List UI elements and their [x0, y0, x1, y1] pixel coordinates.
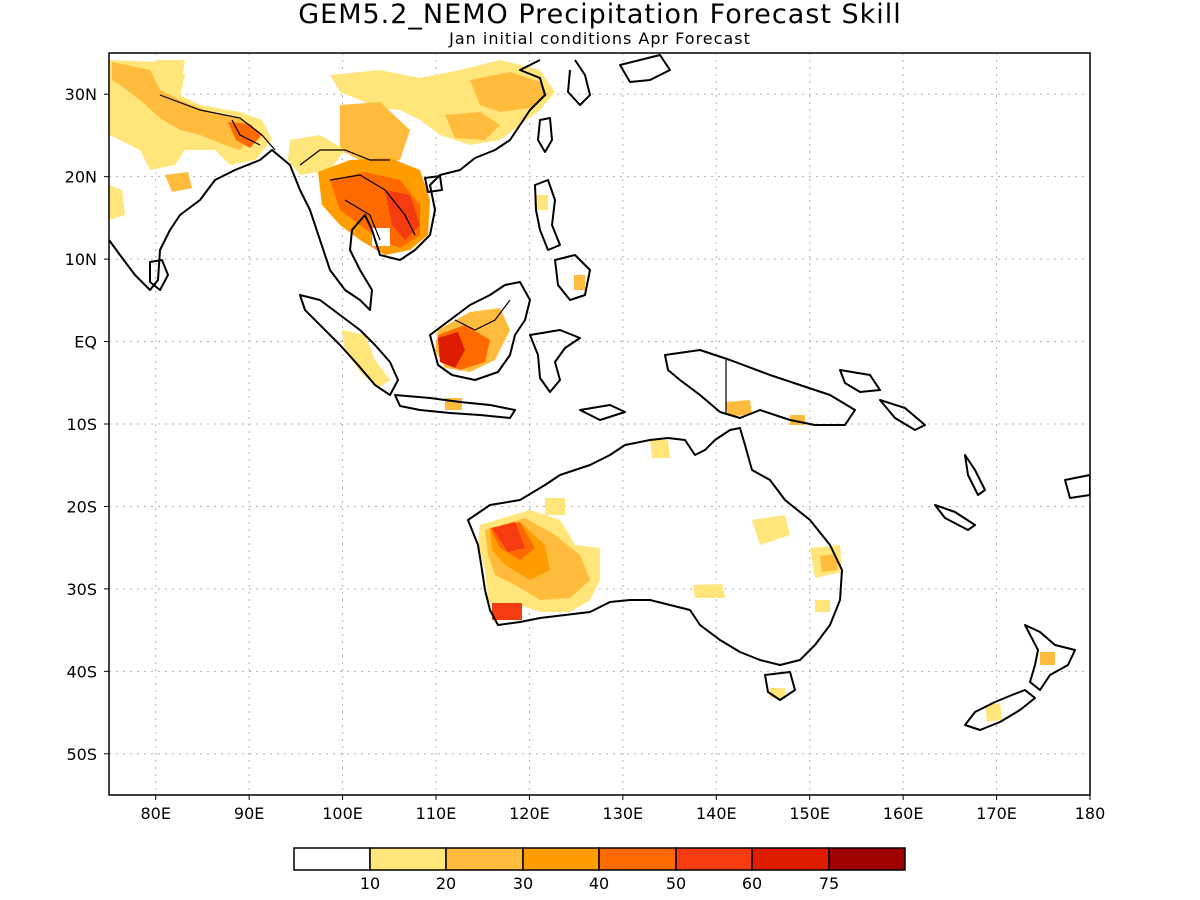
coast-new-caledonia: [934, 504, 976, 531]
coast-sri-lanka: [149, 259, 169, 291]
coast-new-britain: [839, 369, 881, 393]
border-himalaya: [159, 94, 276, 151]
x-tick-label: 180: [1075, 804, 1106, 823]
skill-region-queensland-core: [820, 554, 838, 572]
x-tick-label: 100E: [322, 804, 363, 823]
coast-solomons: [879, 399, 926, 431]
y-tick-label: 10S: [66, 415, 97, 434]
x-tick-label: 160E: [883, 804, 924, 823]
skill-region-central-australia: [545, 498, 565, 515]
colorbar-box-8: [828, 847, 906, 871]
x-tick-label: 120E: [509, 804, 550, 823]
colorbar-box-4: [522, 847, 600, 871]
skill-region-south-australia: [693, 584, 725, 598]
y-tick-label: 20N: [65, 168, 97, 187]
skill-region-nsw: [815, 600, 830, 612]
colorbar-label: 40: [589, 874, 609, 893]
gridlines: [109, 53, 1090, 795]
coast-australia: [467, 427, 843, 666]
skill-region-west-australia-peak: [492, 522, 525, 552]
y-tick-label: 50S: [66, 745, 97, 764]
skill-shading: [109, 60, 1055, 722]
coast-philippines-luzon: [534, 179, 561, 251]
coast-asia-mainland: [109, 59, 546, 311]
x-tick-label: 110E: [416, 804, 457, 823]
coast-new-zealand-north: [1024, 624, 1076, 691]
skill-region-west-india: [109, 185, 125, 220]
coast-sumatra: [299, 294, 399, 396]
map-title: GEM5.2_NEMO Precipitation Forecast Skill: [298, 0, 902, 30]
coast-new-guinea: [664, 349, 856, 426]
skill-region-philippines-north: [536, 195, 548, 210]
border-indochina: [299, 149, 416, 241]
coast-hainan: [424, 175, 443, 193]
coast-korea: [567, 59, 591, 106]
colorbar-box-7: [751, 847, 830, 871]
skill-region-west-china: [288, 135, 345, 175]
skill-region-yunnan: [340, 102, 410, 165]
colorbar-label: 60: [742, 874, 762, 893]
skill-region-borneo-core: [438, 332, 465, 368]
map-area: [109, 53, 1090, 795]
skill-region-tibet: [155, 60, 185, 80]
colorbar-label: 10: [360, 874, 380, 893]
y-tick-label: 40S: [66, 662, 97, 681]
colorbar: 10 20 30 40 50 60 75: [293, 847, 906, 893]
colorbar-box-5: [598, 847, 677, 871]
colorbar-box-1: [293, 847, 371, 871]
coast-borneo: [429, 281, 531, 381]
coast-new-zealand-south: [964, 689, 1036, 731]
skill-region-new-zealand: [1040, 652, 1055, 665]
coast-timor: [579, 404, 626, 421]
coast-philippines-mindanao: [554, 254, 591, 301]
y-tick-label: EQ: [74, 333, 97, 352]
borders: [159, 94, 727, 415]
colorbar-label: 75: [819, 874, 839, 893]
x-tick-label: 130E: [603, 804, 644, 823]
coast-taiwan: [537, 117, 553, 153]
coast-fiji: [1064, 474, 1090, 499]
coast-tasmania: [764, 671, 796, 701]
skill-region-central-india: [165, 172, 192, 192]
skill-region-east-china: [470, 72, 548, 112]
coast-japan: [619, 54, 671, 83]
skill-region-southwest-australia: [492, 603, 522, 620]
coast-vanuatu: [964, 454, 986, 496]
colorbar-box-2: [369, 847, 447, 871]
colorbar-label: 30: [513, 874, 533, 893]
colorbar-label: 20: [436, 874, 456, 893]
y-tick-label: 30N: [65, 85, 97, 104]
coastlines: [109, 54, 1090, 731]
colorbar-box-6: [675, 847, 753, 871]
coast-java: [394, 394, 516, 419]
skill-region-sumatra: [342, 330, 390, 388]
border-borneo: [454, 299, 511, 331]
y-axis-ticks: 30N 20N 10N EQ 10S 20S 30S 40S 50S: [65, 85, 109, 764]
skill-region-south-china: [445, 112, 500, 140]
colorbar-label: 50: [666, 874, 686, 893]
x-tick-label: 90E: [234, 804, 264, 823]
x-tick-label: 150E: [789, 804, 830, 823]
map-subtitle: Jan initial conditions Apr Forecast: [448, 29, 751, 48]
x-axis-ticks: 80E 90E 100E 110E 120E 130E 140E 150E 160E 170E 18…: [140, 795, 1105, 823]
x-tick-label: 140E: [696, 804, 737, 823]
coast-sulawesi: [529, 329, 581, 393]
skill-region-tasmania: [770, 688, 785, 698]
y-tick-label: 30S: [66, 580, 97, 599]
x-tick-label: 170E: [976, 804, 1017, 823]
skill-region-north-australia: [650, 440, 670, 458]
skill-region-east-australia: [752, 515, 790, 545]
skill-region-new-guinea: [725, 400, 752, 416]
skill-region-himalaya-core: [112, 62, 255, 150]
skill-region-new-zealand-south: [985, 703, 1002, 722]
colorbar-box-3: [445, 847, 524, 871]
x-tick-label: 80E: [140, 804, 170, 823]
y-tick-label: 10N: [65, 250, 97, 269]
y-tick-label: 20S: [66, 497, 97, 516]
skill-region-philippines: [574, 275, 585, 290]
